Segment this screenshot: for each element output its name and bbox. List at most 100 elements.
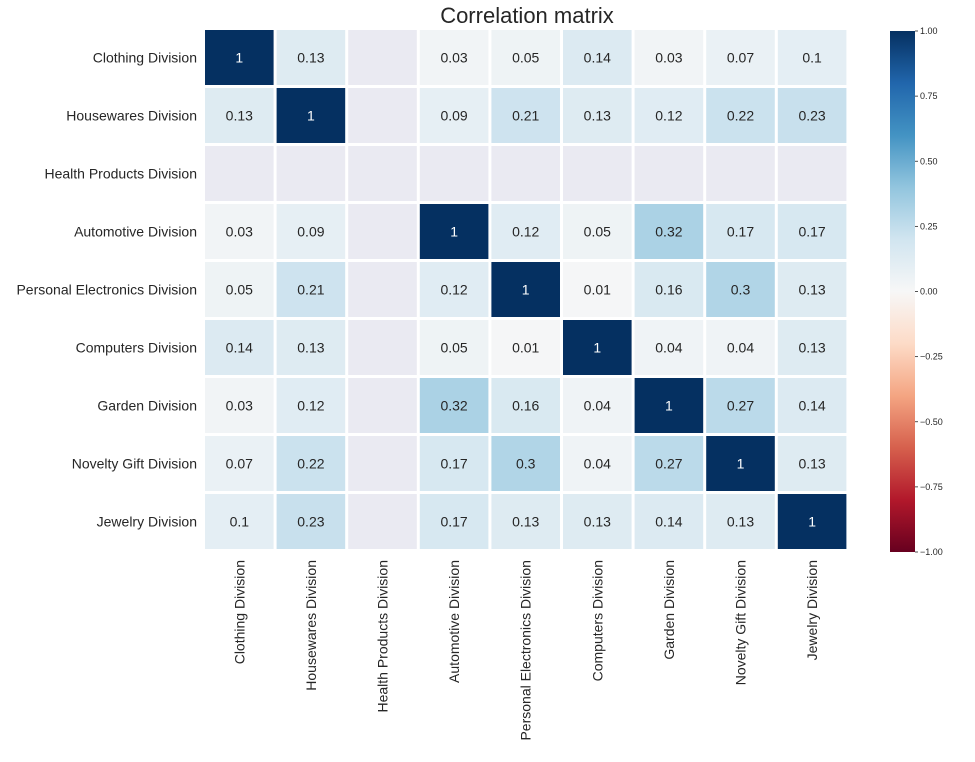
cell-value-label: 0.05 — [512, 50, 539, 66]
column-label: Jewelry Division — [804, 560, 820, 660]
colorbar-tick-label: −0.75 — [920, 482, 943, 492]
heatmap-cell — [348, 320, 417, 375]
row-label: Novelty Gift Division — [72, 456, 197, 472]
cell-value-label: 0.07 — [226, 456, 253, 472]
heatmap-cell — [634, 436, 704, 491]
heatmap-cell — [491, 88, 560, 143]
heatmap-cell — [634, 378, 704, 433]
cell-value-label: 0.17 — [727, 224, 754, 240]
heatmap-cell — [205, 30, 274, 85]
row-labels: Clothing Division Housewares Division Heal… — [16, 50, 197, 530]
heatmap-cell — [276, 30, 346, 85]
heatmap-cell — [563, 146, 632, 201]
heatmap-cell — [491, 204, 560, 259]
cell-value-label: 0.12 — [297, 398, 324, 414]
heatmap-cell — [348, 262, 417, 317]
cell-value-label: 0.13 — [584, 514, 611, 530]
heatmap-cell — [491, 494, 560, 549]
column-label: Personal Electronics Division — [518, 560, 534, 741]
cell-value-label: 0.13 — [727, 514, 754, 530]
column-label: Novelty Gift Division — [733, 560, 749, 685]
heatmap-cell — [563, 378, 632, 433]
colorbar-tick-label: 1.00 — [920, 26, 938, 36]
cell-value-label: 0.14 — [584, 50, 611, 66]
cell-value-label: 0.09 — [440, 108, 467, 124]
heatmap-cell — [491, 320, 560, 375]
colorbar-gradient — [890, 31, 915, 552]
cell-value-label: 0.05 — [440, 340, 467, 356]
heatmap-cell — [563, 204, 632, 259]
colorbar-tick-label: 0.75 — [920, 91, 938, 101]
heatmap-cell — [634, 30, 704, 85]
heatmap-cell — [706, 88, 775, 143]
colorbar-tick-label: −0.50 — [920, 417, 943, 427]
cell-value-label: 1 — [307, 108, 315, 124]
cell-value-label: 0.03 — [226, 398, 253, 414]
heatmap-cell — [634, 204, 704, 259]
heatmap-cell — [419, 494, 489, 549]
cell-value-label: 0.13 — [226, 108, 253, 124]
heatmap-cell — [276, 88, 346, 143]
cell-value-label: 0.14 — [226, 340, 253, 356]
heatmap-cell — [348, 88, 417, 143]
heatmap-cell — [706, 378, 775, 433]
heatmap-cell — [419, 378, 489, 433]
cell-value-label: 0.17 — [798, 224, 825, 240]
heatmap-cell — [419, 88, 489, 143]
row-label: Jewelry Division — [97, 514, 197, 530]
cell-value-label: 0.13 — [798, 340, 825, 356]
cell-value-label: 0.16 — [512, 398, 539, 414]
heatmap-cell — [563, 320, 632, 375]
heatmap-cell — [777, 204, 847, 259]
heatmap-cell — [563, 262, 632, 317]
cell-value-label: 0.04 — [584, 456, 611, 472]
heatmap-cell — [777, 378, 847, 433]
heatmap-cell — [205, 88, 274, 143]
cell-value-label: 0.32 — [440, 398, 467, 414]
cell-value-label: 1 — [737, 456, 745, 472]
heatmap-cell — [634, 262, 704, 317]
cell-value-label: 0.14 — [655, 514, 682, 530]
heatmap-cell — [491, 262, 560, 317]
cell-value-label: 0.05 — [226, 282, 253, 298]
cell-value-label: 0.1 — [230, 514, 250, 530]
row-label: Housewares Division — [66, 108, 197, 124]
cell-value-label: 0.13 — [798, 456, 825, 472]
cell-value-label: 0.16 — [655, 282, 682, 298]
heatmap-cell — [205, 320, 274, 375]
heatmap-cell — [706, 146, 775, 201]
colorbar-tick-label: 0.25 — [920, 221, 938, 231]
heatmap-cell — [563, 436, 632, 491]
heatmap-cell — [563, 494, 632, 549]
cell-value-label: 0.03 — [226, 224, 253, 240]
cell-value-label: 0.17 — [440, 456, 467, 472]
heatmap-cells — [205, 30, 847, 549]
heatmap-cell — [706, 262, 775, 317]
cell-value-label: 0.22 — [727, 108, 754, 124]
heatmap-cell — [634, 494, 704, 549]
cell-value-label: 1 — [235, 50, 243, 66]
cell-value-label: 0.21 — [512, 108, 539, 124]
cell-value-label: 0.12 — [655, 108, 682, 124]
cell-value-label: 0.07 — [727, 50, 754, 66]
chart-title: Correlation matrix — [440, 3, 614, 28]
heatmap-cell — [777, 262, 847, 317]
column-label: Automotive Division — [446, 560, 462, 683]
heatmap-cell — [276, 204, 346, 259]
cell-value-label: 0.23 — [798, 108, 825, 124]
column-labels: Clothing Division Housewares Division Heal… — [231, 560, 820, 741]
row-label: Garden Division — [97, 398, 197, 414]
heatmap-cell — [777, 146, 847, 201]
colorbar-tick-label: −0.25 — [920, 352, 943, 362]
cell-value-label: 0.04 — [584, 398, 611, 414]
row-label: Automotive Division — [74, 224, 197, 240]
column-label: Health Products Division — [375, 560, 391, 713]
column-label: Clothing Division — [231, 560, 247, 664]
heatmap-cell — [276, 146, 346, 201]
cell-value-label: 0.01 — [584, 282, 611, 298]
row-label: Clothing Division — [93, 50, 197, 66]
cell-value-label: 1 — [665, 398, 673, 414]
heatmap-cell — [348, 436, 417, 491]
heatmap-cell — [419, 262, 489, 317]
